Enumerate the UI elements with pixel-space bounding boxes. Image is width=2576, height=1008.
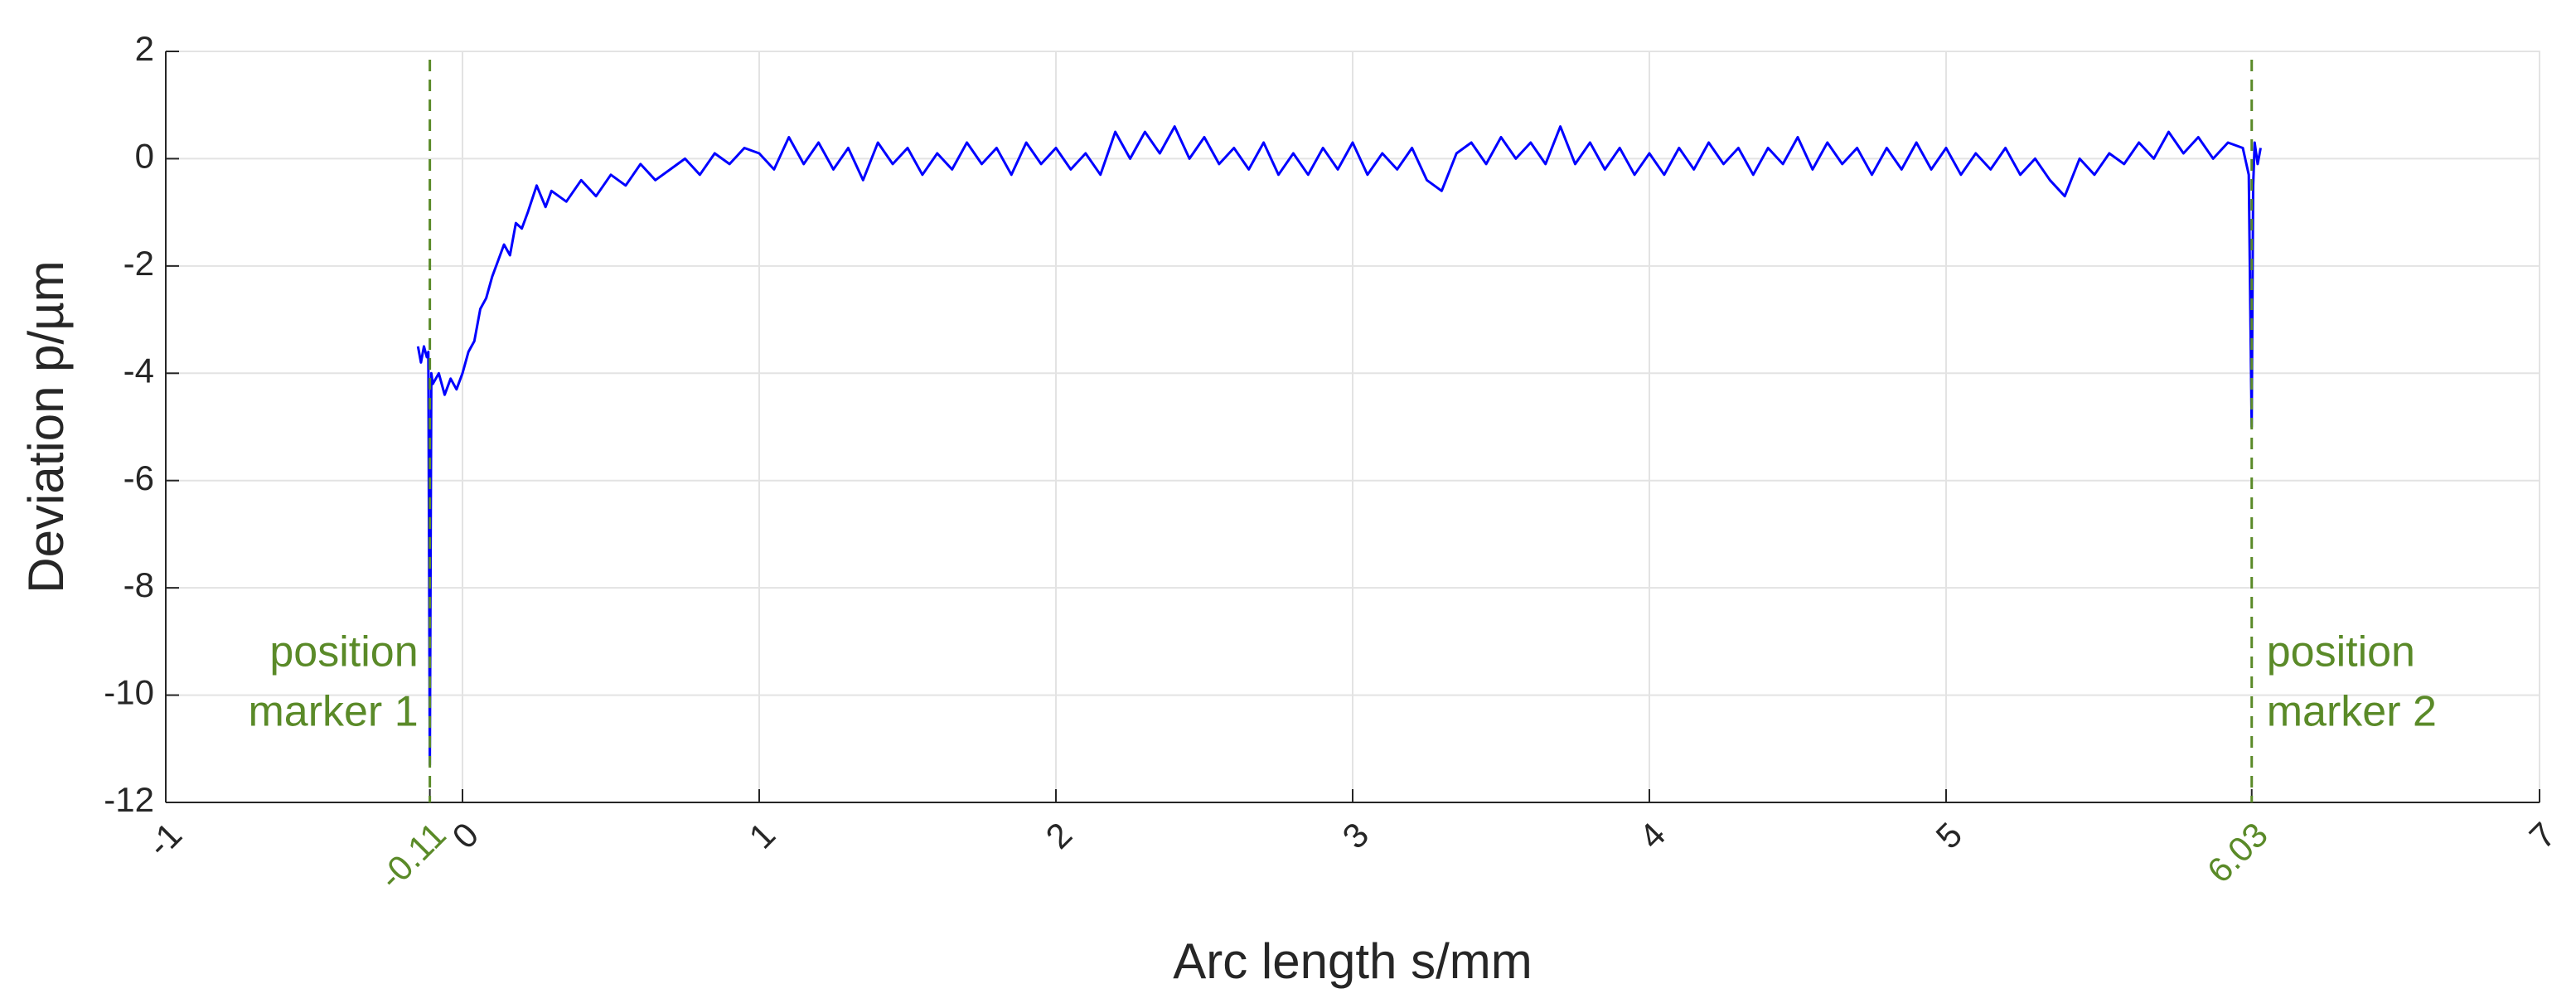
- y-tick-label: -8: [123, 565, 154, 604]
- marker-label: position: [269, 628, 418, 676]
- x-tick-label: 5: [1928, 815, 1969, 856]
- y-tick-label: -2: [123, 244, 154, 283]
- y-tick-label: -4: [123, 351, 154, 390]
- y-tick-label: 2: [135, 29, 154, 68]
- marker-label: marker 1: [248, 688, 418, 736]
- x-tick-label: 6.03: [2200, 815, 2275, 890]
- x-tick-label: -0.11: [371, 815, 453, 897]
- y-tick-label: -6: [123, 458, 154, 497]
- x-tick-label: 1: [741, 815, 782, 856]
- y-tick-label: -12: [104, 780, 154, 819]
- y-tick-label: -10: [104, 673, 154, 712]
- x-tick-label: 0: [444, 815, 486, 856]
- y-tick-label: 0: [135, 137, 154, 176]
- marker-label: position: [2267, 628, 2415, 676]
- marker-label: marker 2: [2267, 688, 2437, 736]
- data-line: [416, 125, 2262, 767]
- x-axis-label: Arc length s/mm: [1173, 933, 1532, 989]
- y-axis-label: Deviation p/µm: [18, 260, 74, 593]
- x-tick-label: 4: [1631, 815, 1673, 856]
- x-tick-label: 7: [2521, 815, 2563, 856]
- x-tick-label: 2: [1038, 815, 1079, 856]
- x-tick-label: 3: [1334, 815, 1376, 856]
- x-tick-label: -1: [140, 815, 190, 865]
